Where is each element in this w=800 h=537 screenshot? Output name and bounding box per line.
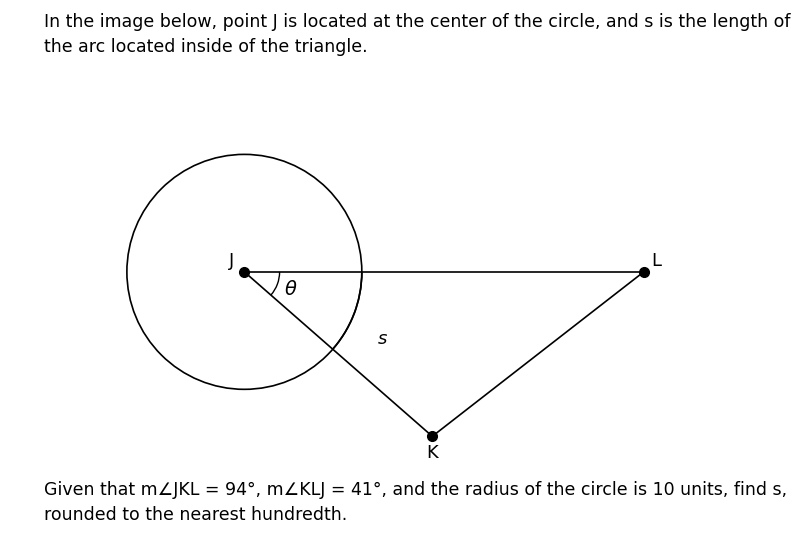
Text: J: J: [229, 252, 234, 270]
Text: In the image below, point J is located at the center of the circle, and s is the: In the image below, point J is located a…: [44, 13, 790, 32]
Text: rounded to the nearest hundredth.: rounded to the nearest hundredth.: [44, 506, 347, 524]
Text: K: K: [426, 444, 438, 462]
Text: the arc located inside of the triangle.: the arc located inside of the triangle.: [44, 38, 368, 56]
Text: $\theta$: $\theta$: [284, 280, 298, 299]
Text: L: L: [652, 252, 662, 270]
Text: Given that m∠JKL = 94°, m∠KLJ = 41°, and the radius of the circle is 10 units, f: Given that m∠JKL = 94°, m∠KLJ = 41°, and…: [44, 481, 787, 499]
Text: s: s: [378, 330, 387, 348]
